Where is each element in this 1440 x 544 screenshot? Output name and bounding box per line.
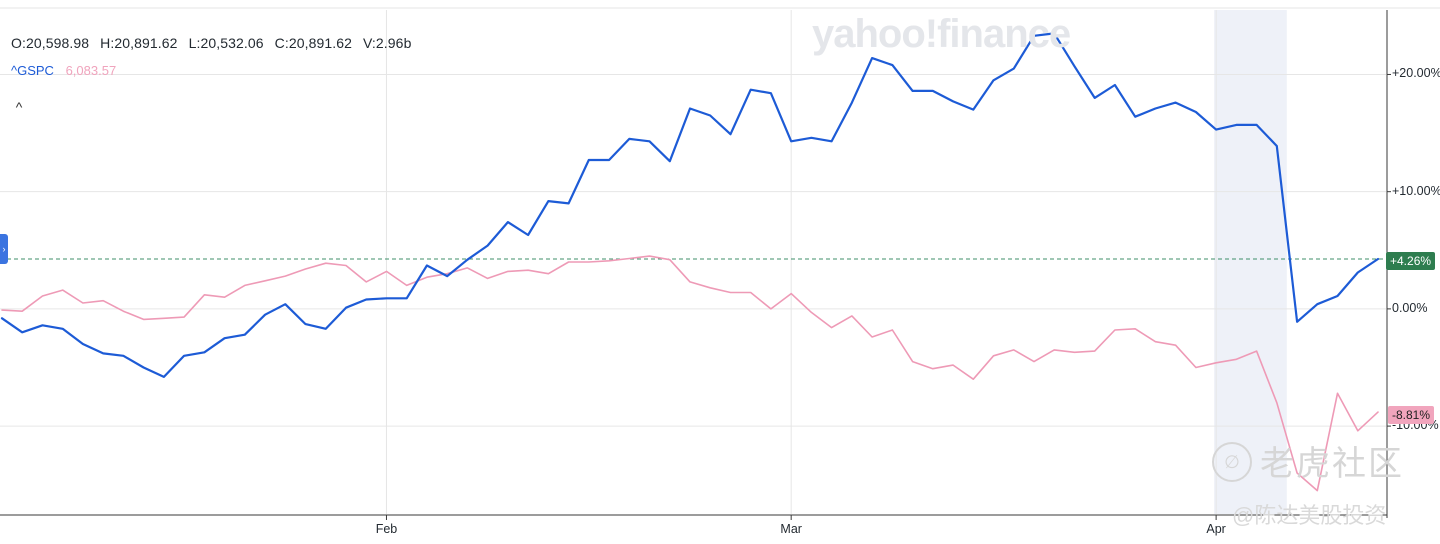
compare-legend[interactable]: ^GSPC 6,083.57 bbox=[11, 63, 116, 78]
high-value: H:20,891.62 bbox=[100, 35, 178, 51]
yahoo-finance-watermark: yahoo!finance bbox=[812, 12, 1071, 56]
compare-symbol[interactable]: ^GSPC bbox=[11, 63, 54, 78]
collapse-caret-icon[interactable]: ^ bbox=[15, 99, 23, 115]
compare-series-line[interactable] bbox=[1, 255, 1379, 492]
x-tick-label: Mar bbox=[780, 522, 802, 536]
author-watermark: @陈达美股投资 bbox=[1232, 503, 1387, 528]
volume-value: V:2.96b bbox=[363, 35, 412, 51]
low-value: L:20,532.06 bbox=[188, 35, 264, 51]
community-logo-icon: ∅ bbox=[1212, 442, 1252, 483]
main-series-line[interactable] bbox=[0, 32, 1380, 378]
community-watermark: ∅ 老虎社区 bbox=[1212, 436, 1404, 486]
y-tick-label: 0.00% bbox=[1392, 300, 1428, 315]
x-tick-label: Feb bbox=[375, 522, 398, 536]
community-watermark-text: 老虎社区 bbox=[1260, 445, 1404, 483]
close-value: C:20,891.62 bbox=[274, 35, 353, 51]
y-tick-label: +10.00% bbox=[1392, 183, 1440, 198]
x-tick-label: Apr bbox=[1206, 522, 1226, 536]
side-panel-expand-icon[interactable]: › bbox=[0, 234, 8, 264]
ohlc-readout: O:20,598.98 H:20,891.62 L:20,532.06 C:20… bbox=[11, 35, 418, 51]
open-value: O:20,598.98 bbox=[11, 35, 90, 51]
y-tick-label: +20.00% bbox=[1392, 66, 1440, 81]
main-series-last-value-badge: +4.26% bbox=[1386, 252, 1436, 270]
highlight-band bbox=[1214, 10, 1287, 514]
compare-series-last-value-badge: -8.81% bbox=[1388, 406, 1435, 424]
compare-value: 6,083.57 bbox=[65, 63, 117, 78]
